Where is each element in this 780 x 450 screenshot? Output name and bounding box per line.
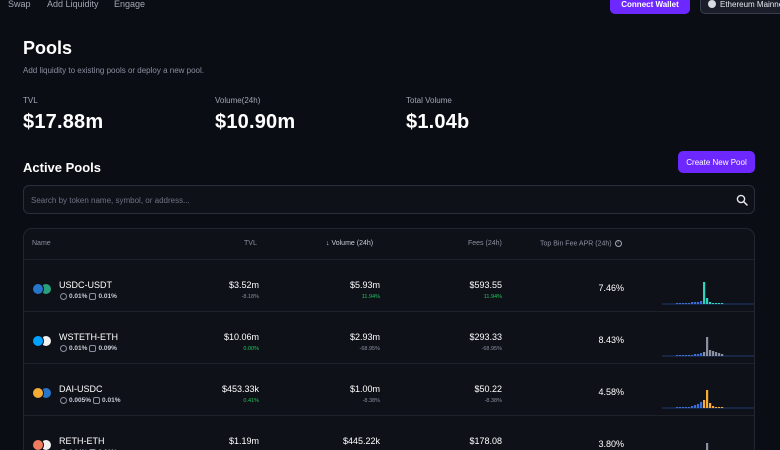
col-apr[interactable]: Top Bin Fee APR (24h) i [540,240,622,247]
token-icon [32,283,44,295]
fees-value: $293.33 [469,332,502,342]
col-apr-label: Top Bin Fee APR (24h) [540,240,612,248]
sort-down-icon: ↓ [326,240,332,247]
pools-table: Name TVL ↓ Volume (24h) Fees (24h) Top B… [23,228,755,450]
pool-badges: 0.005% 0.01% [60,397,120,404]
col-fees[interactable]: Fees (24h) [468,240,502,247]
stat-tvl: TVL $17.88m [23,96,103,134]
bin-step-icon [93,397,101,404]
volume-change: 11.94% [361,294,380,300]
network-selector[interactable]: Ethereum Mainnet [700,0,780,14]
pool-pair-name: RETH-ETH [59,436,105,446]
stat-volume: Volume(24h) $10.90m [215,96,295,134]
page-subtitle: Add liquidity to existing pools or deplo… [23,66,204,75]
token-pair-icons [32,283,54,295]
col-name[interactable]: Name [32,240,51,247]
volume-value: $2.93m [349,332,380,342]
token-pair-icons [32,387,54,399]
fee-icon [60,345,67,352]
liquidity-distribution-chart [662,282,754,305]
search-icon[interactable] [736,194,748,206]
stat-label: Volume(24h) [215,96,261,105]
pool-badges: 0.01% 0.01% [60,293,117,300]
network-label: Ethereum Mainnet [720,0,780,9]
pool-pair-name: WSTETH-ETH [59,332,118,342]
fees-change: 11.94% [483,294,502,300]
tvl-value: $453.33k [221,384,259,394]
active-pools-title: Active Pools [23,160,102,175]
create-pool-button[interactable]: Create New Pool [678,151,755,173]
stat-value: $1.04b [406,111,470,133]
fees-change: -68.95% [481,346,503,352]
apr-value: 3.80% [598,439,624,449]
col-volume[interactable]: ↓ Volume (24h) [326,240,373,247]
table-row[interactable]: DAI-USDC 0.005% 0.01% $453.33k 0.41% $1.… [24,363,754,415]
page-title: Pools [23,38,73,58]
fee-value: 0.01% [69,293,88,300]
liquidity-distribution-chart [662,337,754,357]
liquidity-distribution-chart [662,390,754,409]
fee-icon [60,293,67,300]
volume-change: -68.95% [359,346,381,352]
col-volume-label: Volume (24h) [331,240,374,247]
nav-swap[interactable]: Swap [8,0,31,9]
table-row[interactable]: WSTETH-ETH 0.01% 0.09% $10.06m 0.00% $2.… [24,311,754,363]
token-pair-icons [32,439,54,450]
fees-value: $50.22 [474,384,502,394]
tvl-value: $1.19m [228,436,259,446]
liquidity-distribution-chart [706,443,709,450]
table-row[interactable]: USDC-USDT 0.01% 0.01% $3.52m -8.18% $5.9… [24,259,754,311]
pool-badges: 0.01% 0.09% [60,345,117,352]
fees-value: $178.08 [469,436,502,446]
token-icon [32,335,44,347]
bin-value: 0.09% [98,345,117,352]
volume-change: -8.38% [362,398,380,404]
fees-change: -8.38% [484,398,502,404]
pool-pair-name: DAI-USDC [59,384,103,394]
volume-value: $1.00m [349,384,380,394]
fee-value: 0.005% [69,397,92,404]
tvl-change: 0.41% [243,398,259,404]
token-pair-icons [32,335,54,347]
pool-pair-name: USDC-USDT [59,280,112,290]
apr-value: 7.46% [598,283,624,293]
token-icon [32,387,44,399]
fees-value: $593.55 [469,280,502,290]
fee-value: 0.01% [69,345,88,352]
volume-value: $5.93m [349,280,380,290]
stat-value: $17.88m [23,111,104,133]
token-icon [32,439,44,450]
apr-value: 8.43% [598,335,624,345]
tvl-change: 0.00% [243,346,259,352]
tvl-change: -8.18% [241,294,259,300]
search-bar [23,185,755,214]
connect-wallet-button[interactable]: Connect Wallet [610,0,690,14]
ethereum-icon [708,0,716,8]
bin-value: 0.01% [98,293,117,300]
stat-label: Total Volume [406,96,452,105]
info-icon[interactable]: i [614,240,622,247]
top-nav: Swap Add Liquidity Engage Connect Wallet… [0,0,780,16]
stat-value: $10.90m [215,111,296,133]
tvl-value: $3.52m [228,280,259,290]
stat-total-volume: Total Volume $1.04b [406,96,469,134]
tvl-value: $10.06m [223,332,259,342]
bin-value: 0.01% [102,397,121,404]
fee-icon [60,397,67,404]
stat-label: TVL [23,96,38,105]
bin-step-icon [89,345,97,352]
search-input[interactable] [31,193,711,207]
table-row[interactable]: RETH-ETH 0.04% 0.01% $1.19m 1.85% $445.2… [24,415,754,450]
nav-engage[interactable]: Engage [114,0,146,9]
bin-step-icon [89,293,97,300]
volume-value: $445.22k [342,436,380,446]
apr-value: 4.58% [598,387,624,397]
nav-add-liquidity[interactable]: Add Liquidity [47,0,99,9]
col-tvl[interactable]: TVL [244,240,257,247]
table-header: Name TVL ↓ Volume (24h) Fees (24h) Top B… [24,229,754,259]
